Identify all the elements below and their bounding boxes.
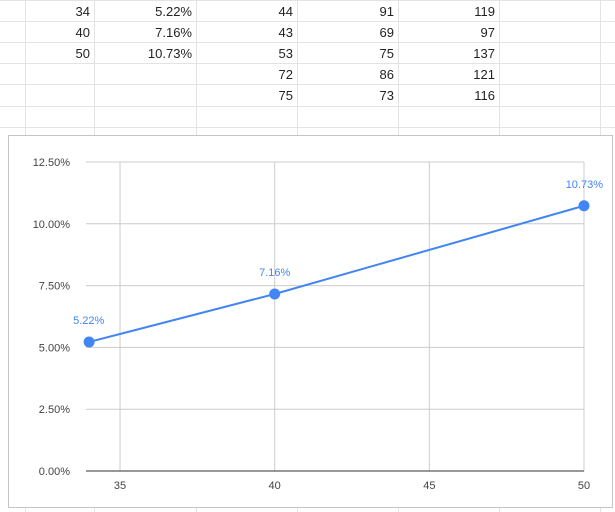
cell-b3[interactable]: 10.73% (147, 46, 192, 61)
cell-d3[interactable]: 75 (379, 46, 394, 61)
cell-b2[interactable]: 7.16% (155, 25, 192, 40)
cell-e1[interactable]: 119 (474, 4, 495, 19)
cell-d2[interactable]: 69 (379, 25, 394, 40)
cell-e4[interactable]: 121 (473, 67, 495, 82)
cell-c4[interactable]: 72 (278, 67, 293, 82)
data-point (83, 336, 95, 348)
data-point (269, 288, 281, 300)
y-tick-label: 2.50% (39, 404, 70, 416)
cell-c3[interactable]: 53 (278, 46, 293, 61)
cell-a2[interactable]: 40 (75, 25, 90, 40)
cell-e5[interactable]: 116 (474, 88, 495, 103)
cell-a3[interactable]: 50 (75, 46, 90, 61)
data-label: 10.73% (566, 179, 604, 191)
cell-e2[interactable]: 97 (480, 25, 495, 40)
row-divider (0, 42, 615, 43)
y-tick-label: 5.00% (39, 342, 70, 354)
cell-c5[interactable]: 75 (278, 88, 293, 103)
x-tick-label: 50 (578, 480, 590, 492)
data-point (578, 200, 590, 212)
y-tick-label: 0.00% (39, 466, 70, 478)
cell-d4[interactable]: 86 (379, 67, 394, 82)
x-tick-label: 40 (269, 480, 281, 492)
series-line (88, 204, 585, 343)
x-tick-label: 35 (114, 480, 126, 492)
data-label: 5.22% (73, 315, 104, 327)
cell-a5[interactable] (26, 85, 90, 106)
row-divider (0, 84, 615, 85)
cell-c1[interactable]: 44 (278, 4, 293, 19)
y-tick-label: 7.50% (39, 281, 70, 293)
y-tick-label: 12.50% (33, 157, 71, 169)
cell-a1[interactable]: 34 (75, 4, 90, 19)
data-label: 7.16% (259, 267, 290, 279)
row-divider (0, 21, 615, 22)
row-divider (0, 0, 615, 1)
cell-b1[interactable]: 5.22% (155, 4, 192, 19)
embedded-line-chart[interactable]: 0.00% 2.50% 5.00% 7.50% 10.00% 12.50% 35 40 45 50… (8, 135, 613, 508)
cell-b5[interactable] (95, 85, 192, 106)
y-tick-label: 10.00% (33, 219, 71, 231)
row-divider (0, 106, 615, 107)
x-tick-label: 45 (423, 480, 435, 492)
cell-b4[interactable] (95, 64, 192, 85)
cell-a4[interactable] (26, 64, 90, 85)
row-divider (0, 63, 615, 64)
cell-c2[interactable]: 43 (278, 25, 293, 40)
chart-canvas: 0.00% 2.50% 5.00% 7.50% 10.00% 12.50% 35 40 45 50… (33, 157, 604, 492)
cell-d5[interactable]: 73 (379, 88, 394, 103)
cell-e3[interactable]: 137 (473, 46, 495, 61)
row-divider (0, 127, 615, 128)
cell-d1[interactable]: 91 (379, 4, 394, 19)
